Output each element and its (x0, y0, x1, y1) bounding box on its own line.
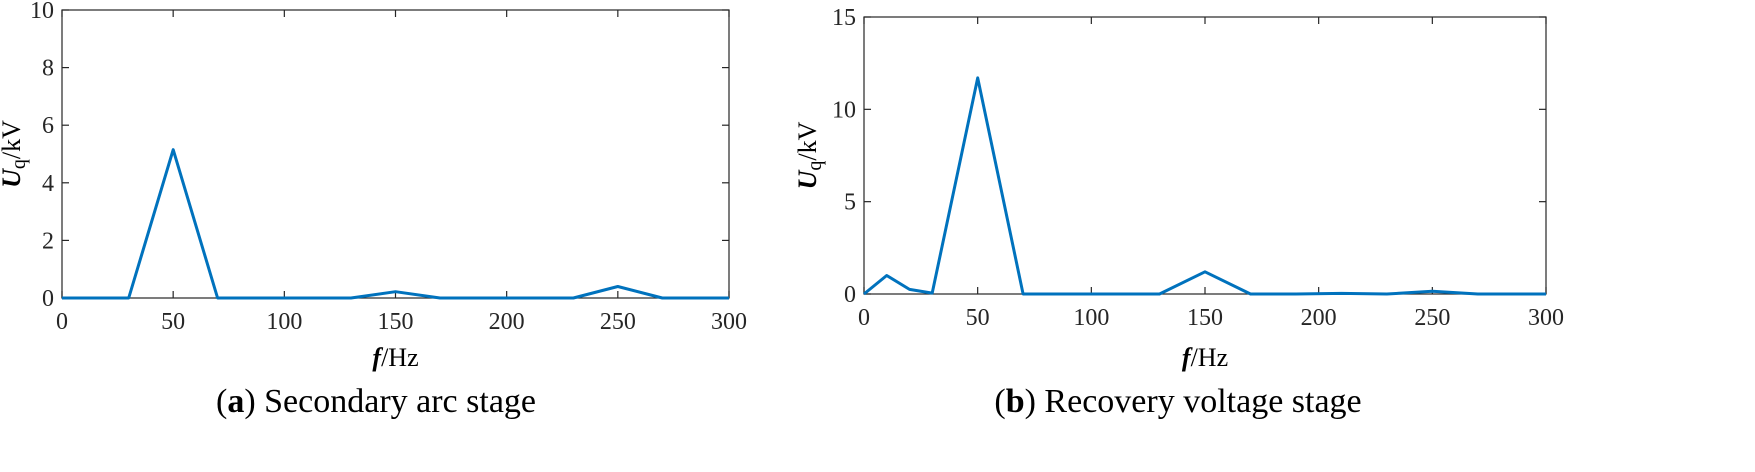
chart-panel-a: 0 50 100 150 200 250 300 0 2 4 6 8 10 f/Hz Uq/kV (a) Se… (0, 0, 747, 420)
x-tick-label: 0 (858, 305, 870, 331)
panel-caption: (b) Recovery voltage stage (994, 383, 1361, 420)
y-tick-label: 0 (42, 286, 54, 312)
series-line (863, 76, 1546, 296)
y-axis-label: Uq/kV (0, 120, 30, 188)
x-tick-label: 100 (1073, 305, 1109, 331)
y-tick-label: 0 (844, 282, 856, 308)
y-tick-label: 15 (832, 5, 856, 31)
x-axis-label: f/Hz (372, 343, 418, 372)
x-tick-label: 250 (1414, 305, 1450, 331)
y-tick-label: 10 (30, 0, 54, 24)
x-tick-label: 200 (489, 309, 525, 335)
axes-box (61, 9, 730, 299)
x-axis-label: f/Hz (1182, 343, 1228, 372)
x-tick-label: 0 (56, 309, 68, 335)
x-tick-label: 200 (1301, 305, 1337, 331)
x-tick-label: 300 (711, 309, 747, 335)
x-tick-label: 150 (1187, 305, 1223, 331)
chart-panel-b: 0 50 100 150 200 250 300 0 5 10 15 f/Hz Uq/kV (b) Rec… (793, 5, 1564, 420)
y-axis-label: Uq/kV (793, 121, 826, 189)
x-tick-label: 100 (266, 309, 302, 335)
x-tick-label: 50 (966, 305, 990, 331)
y-tick-label: 5 (844, 190, 856, 216)
y-tick-label: 8 (42, 56, 54, 82)
y-tick-label: 6 (42, 113, 54, 139)
panel-caption: (a) Secondary arc stage (216, 383, 536, 420)
y-tick-label: 10 (832, 97, 856, 123)
x-tick-label: 250 (600, 309, 636, 335)
x-tick-label: 150 (378, 309, 414, 335)
axes-box (863, 16, 1547, 295)
x-tick-label: 50 (161, 309, 185, 335)
x-tick-label: 300 (1528, 305, 1564, 331)
y-tick-label: 4 (42, 171, 54, 197)
y-tick-label: 2 (42, 228, 54, 254)
series-line (62, 148, 729, 300)
